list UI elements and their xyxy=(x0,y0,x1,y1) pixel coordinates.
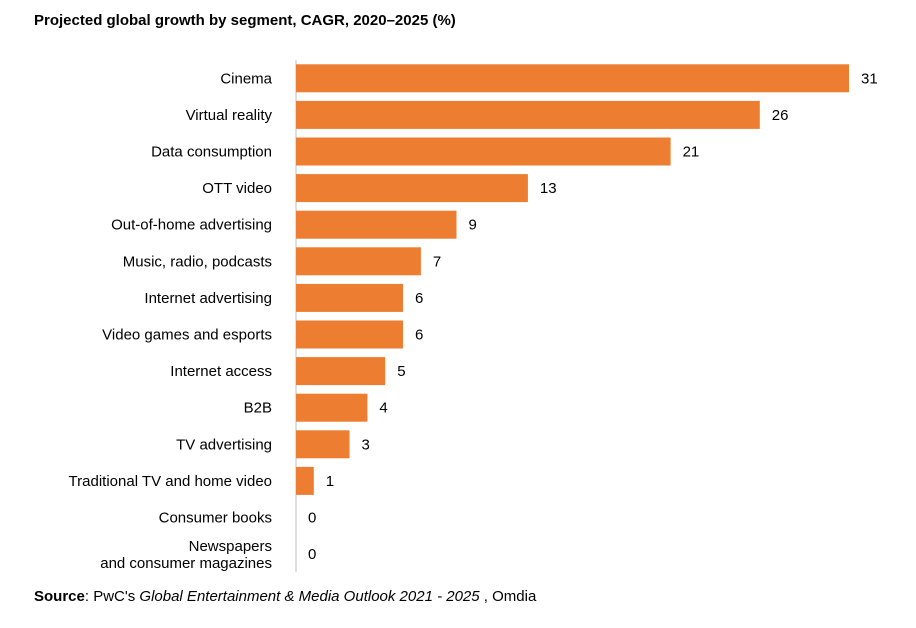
value-label: 26 xyxy=(772,107,789,124)
category-label: Internet advertising xyxy=(144,290,272,307)
category-label: Consumer books xyxy=(159,510,272,527)
chart-title: Projected global growth by segment, CAGR… xyxy=(34,12,456,29)
bar-2 xyxy=(296,137,671,166)
bar-0 xyxy=(296,64,849,93)
bar-5 xyxy=(296,247,421,276)
value-label: 13 xyxy=(540,180,557,197)
value-label: 7 xyxy=(433,253,441,270)
value-label: 0 xyxy=(308,546,316,563)
bar-7 xyxy=(296,320,403,349)
value-label: 6 xyxy=(415,327,423,344)
source-suffix: , Omdia xyxy=(479,588,537,605)
bar-10 xyxy=(296,430,350,459)
category-label: Video games and esports xyxy=(102,327,272,344)
value-label: 4 xyxy=(379,400,387,417)
value-label: 5 xyxy=(397,363,405,380)
bar-8 xyxy=(296,357,386,386)
source-prefix: : PwC's xyxy=(84,588,140,605)
bar-3 xyxy=(296,174,528,203)
value-label: 3 xyxy=(362,436,370,453)
value-label: 1 xyxy=(326,473,334,490)
source-publication: Global Entertainment & Media Outlook 202… xyxy=(139,588,480,605)
value-label: 21 xyxy=(683,144,700,161)
bar-4 xyxy=(296,210,457,239)
category-label: Music, radio, podcasts xyxy=(123,253,272,270)
value-label: 31 xyxy=(861,70,878,87)
bar-6 xyxy=(296,283,403,312)
source-label: Source xyxy=(34,588,85,605)
category-label: Out-of-home advertising xyxy=(111,217,272,234)
value-label: 6 xyxy=(415,290,423,307)
value-label: 0 xyxy=(308,510,316,527)
category-label: B2B xyxy=(244,400,272,417)
bar-1 xyxy=(296,100,760,129)
bar-9 xyxy=(296,393,368,422)
category-label: OTT video xyxy=(202,180,272,197)
category-label: Newspapers and consumer magazines xyxy=(100,538,272,572)
category-label: Virtual reality xyxy=(186,107,273,124)
value-label: 9 xyxy=(469,217,477,234)
source-note: Source: PwC's Global Entertainment & Med… xyxy=(34,588,536,605)
category-label: Cinema xyxy=(220,70,272,87)
bar-11 xyxy=(296,466,314,495)
category-label: TV advertising xyxy=(176,436,272,453)
category-label: Internet access xyxy=(170,363,272,380)
category-label: Traditional TV and home video xyxy=(69,473,272,490)
category-label: Data consumption xyxy=(151,144,272,161)
